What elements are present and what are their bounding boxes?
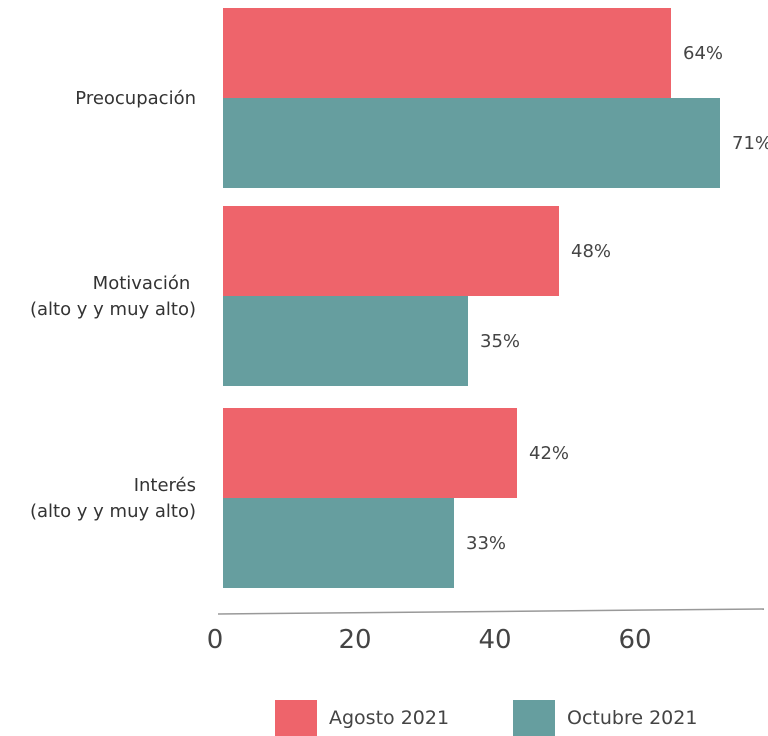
legend-label-octubre-2021: Octubre 2021 (567, 707, 698, 729)
category-labels: Preocupación Motivación (alto y y muy alt… (30, 88, 196, 522)
x-tick-label: 0 (207, 625, 224, 655)
category-label: Preocupación (75, 88, 196, 109)
data-label: 35% (480, 331, 520, 352)
legend-swatch-agosto-2021 (275, 700, 317, 736)
legend: Agosto 2021 Octubre 2021 (0, 700, 768, 736)
data-label: 64% (683, 43, 723, 64)
bar-agosto-2021 (223, 206, 559, 296)
bar-chart: Preocupación Motivación (alto y y muy alt… (30, 8, 768, 655)
data-label: 42% (529, 443, 569, 464)
x-axis-line (217, 608, 765, 615)
data-label: 33% (466, 533, 506, 554)
legend-item-octubre-2021: Octubre 2021 (513, 700, 697, 736)
legend-label-agosto-2021: Agosto 2021 (329, 707, 450, 729)
x-axis-ticks: 0 20 40 60 (207, 625, 652, 655)
bars (223, 8, 720, 588)
x-tick-label: 60 (618, 625, 651, 655)
x-tick-label: 20 (338, 625, 371, 655)
bar-octubre-2021 (223, 98, 720, 188)
category-label: Motivación (alto y y muy alto) (30, 273, 196, 320)
legend-item-agosto-2021: Agosto 2021 (275, 700, 449, 736)
bar-agosto-2021 (223, 8, 671, 98)
bar-octubre-2021 (223, 498, 454, 588)
legend-swatch-octubre-2021 (513, 700, 555, 736)
bar-octubre-2021 (223, 296, 468, 386)
x-tick-label: 40 (478, 625, 511, 655)
data-labels: 64% 71% 48% 35% 42% 33% (466, 43, 768, 554)
category-label: Interés (alto y y muy alto) (30, 475, 196, 522)
data-label: 48% (571, 241, 611, 262)
data-label: 71% (732, 133, 768, 154)
bar-agosto-2021 (223, 408, 517, 498)
